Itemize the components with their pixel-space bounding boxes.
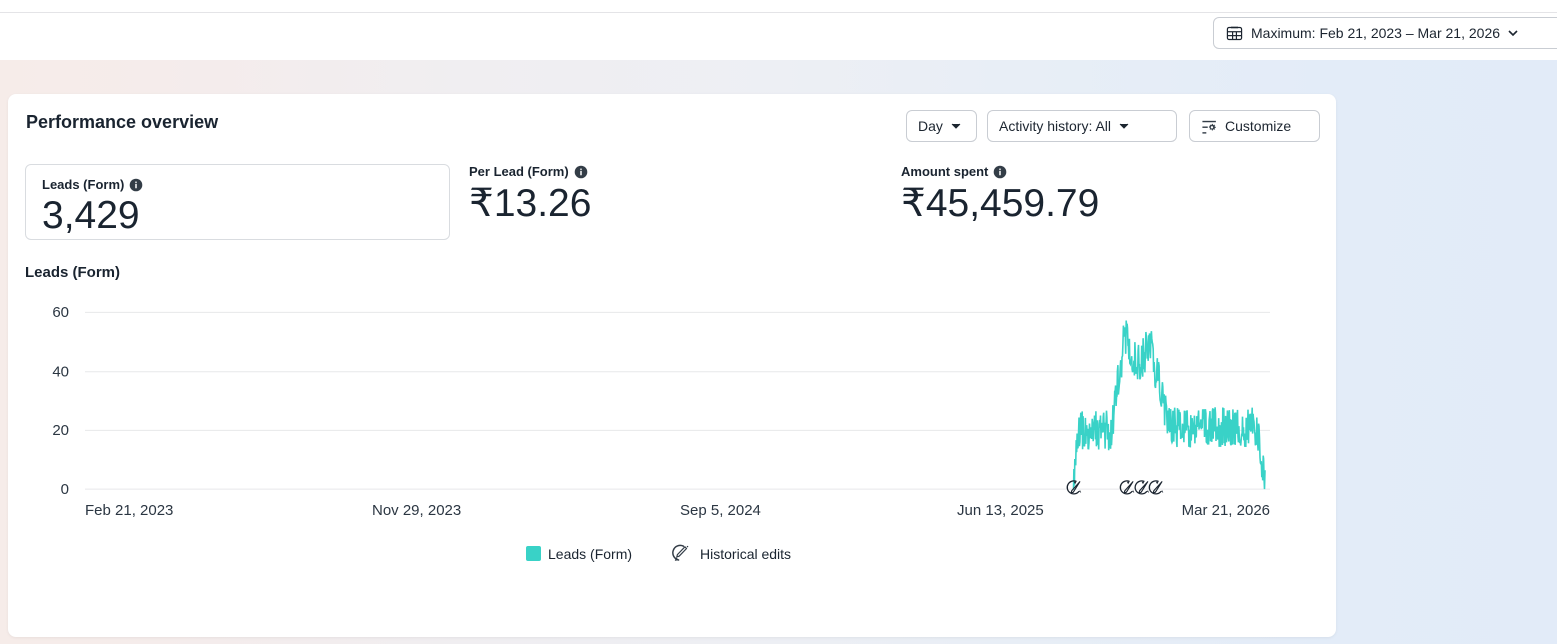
svg-text:40: 40 xyxy=(52,364,69,381)
svg-text:0: 0 xyxy=(61,481,69,498)
svg-text:Sep 5, 2024: Sep 5, 2024 xyxy=(680,502,761,519)
svg-text:20: 20 xyxy=(52,422,69,439)
svg-text:60: 60 xyxy=(52,304,69,321)
svg-text:Feb 21, 2023: Feb 21, 2023 xyxy=(85,502,173,519)
svg-text:Nov 29, 2023: Nov 29, 2023 xyxy=(372,502,461,519)
svg-text:Mar 21, 2026: Mar 21, 2026 xyxy=(1182,502,1270,519)
svg-text:Jun 13, 2025: Jun 13, 2025 xyxy=(957,502,1044,519)
